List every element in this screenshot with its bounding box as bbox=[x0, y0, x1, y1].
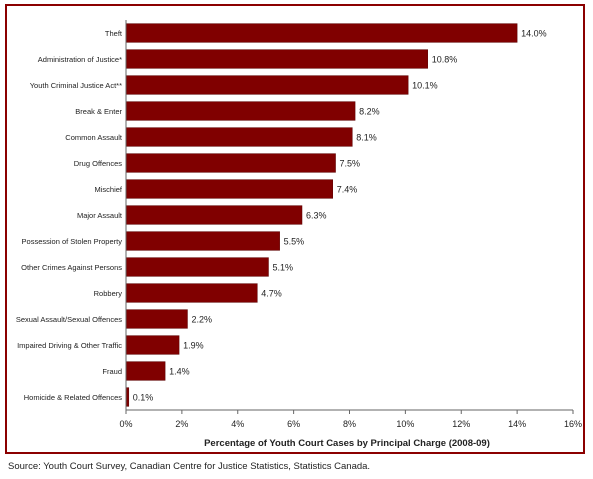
category-label: Drug Offences bbox=[74, 159, 122, 168]
x-tick-label: 16% bbox=[564, 419, 582, 429]
category-label: Homicide & Related Offences bbox=[24, 393, 122, 402]
bars-layer: Theft 14.0% Administration of Justice* 10.8… bbox=[16, 23, 547, 407]
x-tick-label: 6% bbox=[287, 419, 300, 429]
bar bbox=[125, 153, 336, 173]
bar bbox=[125, 49, 428, 69]
x-tick-label: 2% bbox=[175, 419, 188, 429]
category-label: Youth Criminal Justice Act** bbox=[30, 81, 122, 90]
category-label: Other Crimes Against Persons bbox=[21, 263, 122, 272]
data-label: 8.2% bbox=[359, 107, 380, 117]
x-axis-title: Percentage of Youth Court Cases by Princ… bbox=[204, 438, 490, 449]
x-tick-label: 4% bbox=[231, 419, 244, 429]
bar bbox=[125, 257, 269, 277]
data-label: 7.5% bbox=[340, 159, 361, 169]
data-label: 0.1% bbox=[133, 393, 154, 403]
data-label: 4.7% bbox=[261, 289, 282, 299]
bar bbox=[125, 127, 353, 147]
data-label: 8.1% bbox=[356, 133, 377, 143]
category-label: Major Assault bbox=[77, 211, 123, 220]
category-label: Mischief bbox=[94, 185, 122, 194]
category-label: Impaired Driving & Other Traffic bbox=[17, 341, 122, 350]
x-tick-label: 0% bbox=[119, 419, 132, 429]
data-label: 1.4% bbox=[169, 367, 190, 377]
category-label: Common Assault bbox=[65, 133, 123, 142]
category-label: Administration of Justice* bbox=[38, 55, 122, 64]
bar bbox=[125, 335, 180, 355]
data-label: 1.9% bbox=[183, 341, 204, 351]
data-label: 5.1% bbox=[272, 263, 293, 273]
source-note: Source: Youth Court Survey, Canadian Cen… bbox=[8, 461, 371, 472]
bar bbox=[125, 23, 518, 43]
category-label: Break & Enter bbox=[75, 107, 122, 116]
data-label: 2.2% bbox=[191, 315, 212, 325]
x-tick-label: 14% bbox=[508, 419, 526, 429]
bar bbox=[125, 309, 188, 329]
bar bbox=[125, 101, 356, 121]
bar-chart: Theft 14.0% Administration of Justice* 10.8… bbox=[16, 20, 582, 449]
bar bbox=[125, 361, 166, 381]
bar bbox=[125, 205, 303, 225]
bar bbox=[125, 283, 258, 303]
data-label: 14.0% bbox=[521, 29, 547, 39]
data-label: 10.1% bbox=[412, 81, 438, 91]
bar bbox=[125, 179, 333, 199]
data-label: 7.4% bbox=[337, 185, 358, 195]
x-tick-label: 10% bbox=[396, 419, 414, 429]
x-tick-label: 8% bbox=[343, 419, 356, 429]
bar bbox=[125, 231, 280, 251]
category-label: Theft bbox=[105, 29, 123, 38]
x-tick-label: 12% bbox=[452, 419, 470, 429]
data-label: 5.5% bbox=[284, 237, 305, 247]
data-label: 10.8% bbox=[432, 55, 458, 65]
category-label: Sexual Assault/Sexual Offences bbox=[16, 315, 122, 324]
data-label: 6.3% bbox=[306, 211, 327, 221]
category-label: Possession of Stolen Property bbox=[22, 237, 123, 246]
category-label: Fraud bbox=[102, 367, 122, 376]
x-axis: 0% 2% 4% 6% 8% 10% 12% 14% 16% bbox=[119, 20, 582, 429]
category-label: Robbery bbox=[94, 289, 123, 298]
bar bbox=[125, 75, 409, 95]
